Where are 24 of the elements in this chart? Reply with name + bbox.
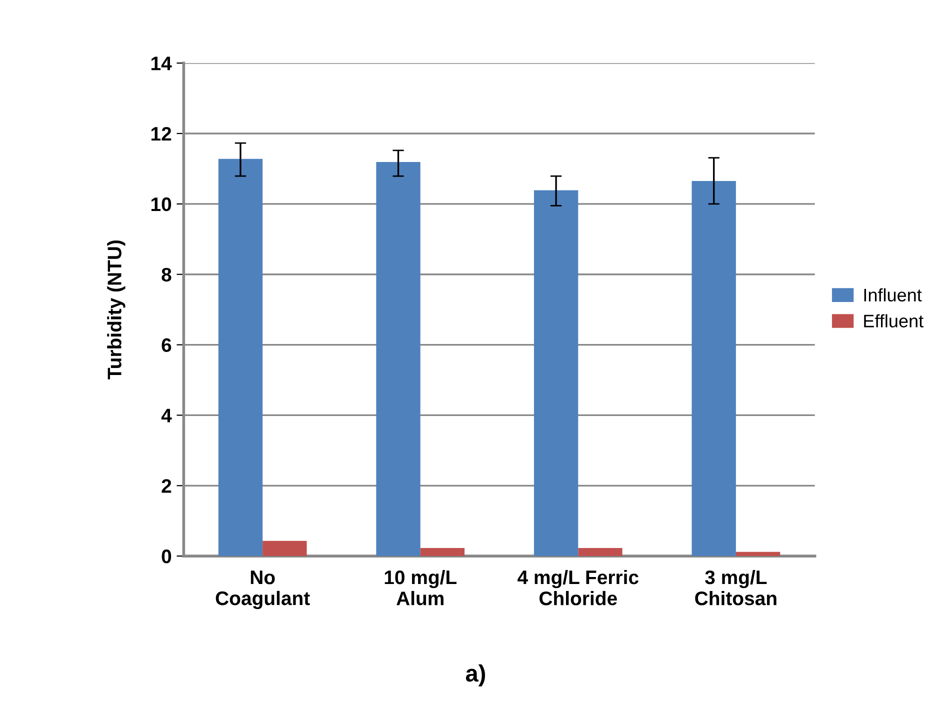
x-tick-label: 4 mg/L Ferric Chloride [518, 570, 638, 606]
bar [578, 548, 622, 556]
bar [420, 548, 465, 556]
text: a) [466, 664, 486, 686]
bar [376, 162, 420, 556]
y-tick-label: 12 [151, 126, 172, 141]
legend-label: Influent [864, 288, 922, 302]
bar [262, 540, 307, 556]
y-tick-label: 10 [151, 197, 172, 212]
y-axis-title: Turbidity (NTU) [107, 240, 126, 380]
y-tick-label: 2 [162, 479, 172, 493]
y-tick-label: 4 [161, 408, 172, 422]
bar [692, 181, 736, 556]
bar [736, 552, 780, 556]
x-tick-label: 3 mg/L Chitosan [695, 570, 776, 606]
x-tick-label: No Coagulant [216, 570, 310, 610]
bar [218, 158, 263, 556]
x-tick-label: 10 mg/L Alum [384, 570, 457, 606]
bar [534, 190, 578, 556]
y-tick-label: 6 [162, 338, 172, 352]
y-tick-label: 8 [162, 268, 172, 282]
legend-label: Effluent [864, 314, 924, 328]
y-tick-label: 0 [162, 550, 172, 564]
y-tick-label: 14 [151, 56, 172, 70]
